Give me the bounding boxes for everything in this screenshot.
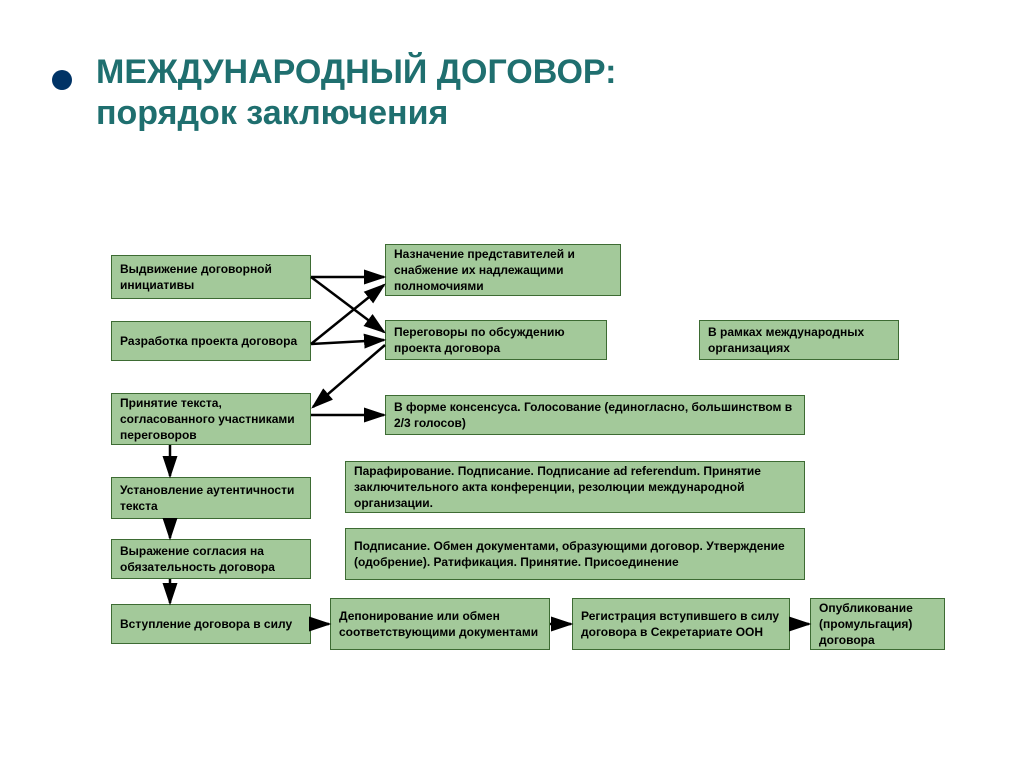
box-initiative: Выдвижение договорной инициативы <box>111 255 311 299</box>
box-intl-org-context: В рамках международных организациях <box>699 320 899 360</box>
box-express-consent: Выражение согласия на обязательность дог… <box>111 539 311 579</box>
box-representatives: Назначение представителей и снабжение их… <box>385 244 621 296</box>
box-register: Регистрация вступившего в силу договора … <box>572 598 790 650</box>
slide-title: МЕЖДУНАРОДНЫЙ ДОГОВОР: порядок заключени… <box>96 52 616 134</box>
box-authenticate: Установление аутентичности текста <box>111 477 311 519</box>
box-signing: Подписание. Обмен документами, образующи… <box>345 528 805 580</box>
title-line1: МЕЖДУНАРОДНЫЙ ДОГОВОР: <box>96 53 616 91</box>
box-adopt-text: Принятие текста, согласованного участник… <box>111 393 311 445</box>
box-publish: Опубликование (промульгация) договора <box>810 598 945 650</box>
box-draft: Разработка проекта договора <box>111 321 311 361</box>
box-negotiations: Переговоры по обсуждению проекта договор… <box>385 320 607 360</box>
title-bullet <box>52 70 72 90</box>
box-entry-force: Вступление договора в силу <box>111 604 311 644</box>
box-deposit: Депонирование или обмен соответствующими… <box>330 598 550 650</box>
title-line2: порядок заключения <box>96 94 448 132</box>
box-paraf: Парафирование. Подписание. Подписание ad… <box>345 461 805 513</box>
box-consensus: В форме консенсуса. Голосование (единогл… <box>385 395 805 435</box>
